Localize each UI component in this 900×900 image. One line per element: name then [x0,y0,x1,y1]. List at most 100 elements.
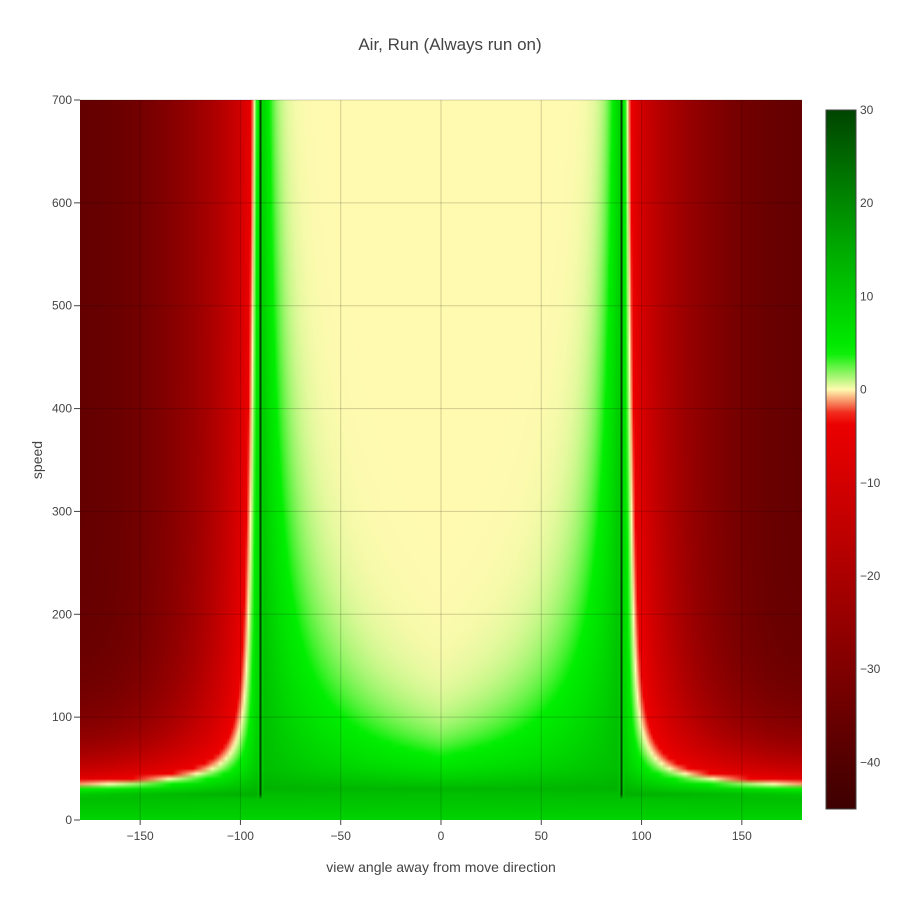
y-tick-label: 700 [52,93,72,107]
heatmap-column [558,100,561,820]
heatmap-column [688,100,692,820]
heatmap-column [265,100,269,820]
heatmap-column [193,100,196,820]
heatmap-column [552,100,555,820]
heatmap-column [448,100,451,820]
heatmap-column [576,100,579,820]
heatmap-column [512,100,515,820]
heatmap-column [562,100,565,820]
heatmap-column [710,100,714,820]
heatmap-column [780,100,784,820]
heatmap-column [297,100,301,820]
heatmap-column [235,100,239,820]
heatmap-column [337,100,341,820]
heatmap-column [383,100,387,820]
heatmap-column [534,100,537,820]
heatmap-column [363,100,367,820]
heatmap-column [327,100,331,820]
heatmap-column [440,100,443,820]
heatmap-column [514,100,517,820]
y-tick-label: 600 [52,196,72,210]
y-tick-label: 500 [52,299,72,313]
heatmap-column [109,100,112,820]
grid-lines [80,99,802,820]
heatmap-column [179,100,182,820]
heatmap-column [421,100,425,820]
heatmap-column [652,100,656,820]
heatmap-column [97,100,100,820]
heatmap-column [538,100,541,820]
heatmap-column [486,100,489,820]
heatmap-column [510,100,513,820]
heatmap-column [612,100,616,820]
heatmap-column [95,100,98,820]
heatmap-column [626,100,630,820]
heatmap-column [329,100,333,820]
heatmap-column [744,100,748,820]
heatmap-column [522,100,525,820]
heatmap-column [574,100,577,820]
heatmap-column [321,100,325,820]
heatmap-column [550,100,553,820]
heatmap-column [456,100,459,820]
heatmap-column [654,100,658,820]
heatmap-column [704,100,708,820]
heatmap-column [145,100,148,820]
heatmap-column [379,100,383,820]
heatmap-column [209,100,212,820]
heatmap-column [155,100,158,820]
heatmap-column [746,100,750,820]
heatmap-column [706,100,710,820]
heatmap-column [796,100,800,820]
heatmap-column [87,100,90,820]
heatmap-column [600,100,604,820]
heatmap-column [640,100,644,820]
heatmap-column [205,100,208,820]
heatmap-column [542,100,545,820]
heatmap-column [135,100,138,820]
heatmap-column [478,100,481,820]
colorbar-tick-label: 0 [860,383,867,397]
heatmap-column [91,100,94,820]
heatmap-column [726,100,730,820]
y-axis-label: speed [29,441,45,479]
heatmap-column [347,100,351,820]
heatmap-column [494,100,497,820]
colorbar-tick-label: −40 [860,755,881,769]
heatmap-column [506,100,509,820]
heatmap-column [163,100,166,820]
heatmap-column [373,100,377,820]
heatmap-column [732,100,736,820]
heatmap-column [624,100,628,820]
heatmap-column [393,100,397,820]
heatmap-column [105,100,108,820]
heatmap-column [283,100,287,820]
heatmap-column [632,100,636,820]
heatmap-column [423,100,427,820]
heatmap-column [734,100,738,820]
heatmap-column [516,100,519,820]
heatmap-column [656,100,660,820]
heatmap-column [217,100,220,820]
heatmap-column [107,100,110,820]
heatmap-column [261,100,265,820]
heatmap-column [345,100,349,820]
heatmap-column [768,100,772,820]
heatmap-column [442,100,445,820]
heatmap-column [642,100,646,820]
heatmap-column [117,100,120,820]
heatmap-column [604,100,608,820]
heatmap-column [668,100,672,820]
heatmap-column [488,100,491,820]
heatmap-column [391,100,395,820]
heatmap-column [544,100,547,820]
heatmap-column [331,100,335,820]
x-tick-label: −150 [127,829,154,843]
heatmap-column [137,100,140,820]
heatmap-column [528,100,531,820]
heatmap-column [211,100,214,820]
heatmap-column [143,100,146,820]
heatmap-column [716,100,720,820]
y-tick-label: 200 [52,607,72,621]
heatmap-column [470,100,473,820]
